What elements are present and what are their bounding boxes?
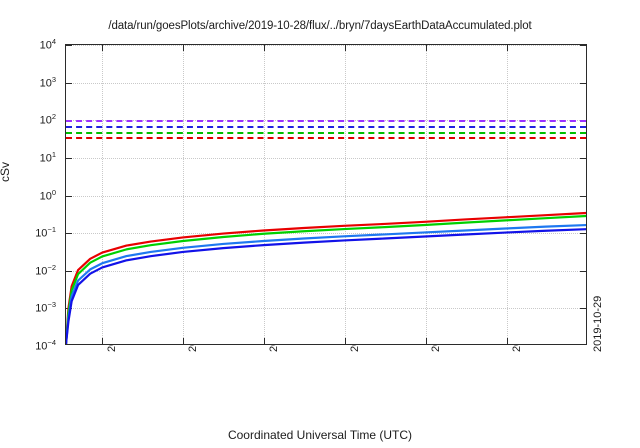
data-series-lines: [66, 211, 586, 344]
y-tick-exponent: −1: [47, 225, 56, 235]
y-tick-exponent: −4: [47, 338, 56, 347]
horizontal-gridline: [66, 308, 586, 310]
y-axis-tick: [580, 195, 586, 197]
x-axis-tick: [507, 45, 509, 51]
chart-title: /data/run/goesPlots/archive/2019-10-28/f…: [108, 20, 532, 32]
y-tick-label: 102: [39, 112, 56, 127]
vertical-gridline: [507, 45, 509, 344]
y-tick-label: 10−3: [35, 300, 56, 316]
limit-purple: [66, 120, 586, 123]
y-axis-tick: [580, 233, 586, 235]
x-axis-tick: [345, 45, 347, 51]
limit-blue: [66, 125, 586, 128]
vertical-gridline: [264, 45, 266, 344]
x-axis-tick: [102, 338, 104, 344]
y-axis-tick: [66, 45, 72, 46]
horizontal-gridline: [66, 195, 586, 197]
x-axis-tick: [102, 45, 104, 51]
accumulated-dose-lightblue: [66, 223, 586, 344]
y-tick-label: 100: [39, 187, 56, 203]
y-axis-tick: [66, 82, 72, 84]
x-axis-tick: [264, 338, 266, 344]
y-tick-exponent: 1: [51, 149, 56, 159]
x-axis-tick: [183, 338, 185, 344]
horizontal-gridline: [66, 233, 586, 235]
x-tick-label: 2019-10-29: [592, 295, 604, 352]
y-tick-exponent: 4: [51, 37, 56, 46]
y-tick-label: 104: [39, 37, 56, 52]
vertical-gridline: [345, 45, 347, 344]
horizontal-gridline: [66, 270, 586, 272]
limit-red: [66, 137, 586, 140]
horizontal-gridline: [66, 45, 586, 46]
accumulated-dose-darkblue: [66, 228, 586, 344]
x-axis-title: Coordinated Universal Time (UTC): [227, 428, 413, 442]
x-axis-tick: [345, 338, 347, 344]
y-tick-label: 101: [39, 149, 56, 165]
vertical-gridline: [102, 45, 104, 344]
x-axis-tick: [426, 338, 428, 344]
horizontal-gridline: [66, 82, 586, 84]
y-tick-exponent: 3: [51, 74, 56, 84]
horizontal-gridline: [66, 157, 586, 159]
y-tick-label: 10−1: [35, 225, 56, 240]
y-axis-tick: [66, 195, 72, 197]
y-tick-label: 10−2: [35, 262, 56, 278]
accumulated-dose-green: [66, 214, 586, 344]
vertical-gridline: [426, 45, 428, 344]
plot-inner: [66, 45, 586, 344]
y-tick-exponent: −2: [47, 262, 56, 272]
y-axis-tick: [580, 157, 586, 159]
y-axis-tick: [580, 308, 586, 310]
y-axis-tick: [580, 82, 586, 84]
accumulated-dose-red: [66, 211, 586, 344]
x-axis-tick: [183, 45, 185, 51]
y-tick-label: 103: [39, 74, 56, 90]
limit-green: [66, 131, 586, 134]
y-axis-title: cSv: [0, 161, 12, 182]
y-tick-label: 10−4: [35, 338, 56, 353]
x-axis-tick: [426, 45, 428, 51]
x-axis-tick: [507, 338, 509, 344]
y-tick-exponent: 2: [51, 112, 56, 122]
vertical-gridline: [183, 45, 185, 344]
y-tick-exponent: −3: [47, 300, 56, 310]
y-axis-tick: [580, 45, 586, 46]
y-axis-tick: [66, 157, 72, 159]
y-axis-tick: [66, 233, 72, 235]
y-tick-exponent: 0: [51, 187, 56, 197]
y-axis-tick: [580, 270, 586, 272]
y-axis-tick: [66, 270, 72, 272]
x-axis-tick: [264, 45, 266, 51]
plot-area: [65, 44, 587, 345]
